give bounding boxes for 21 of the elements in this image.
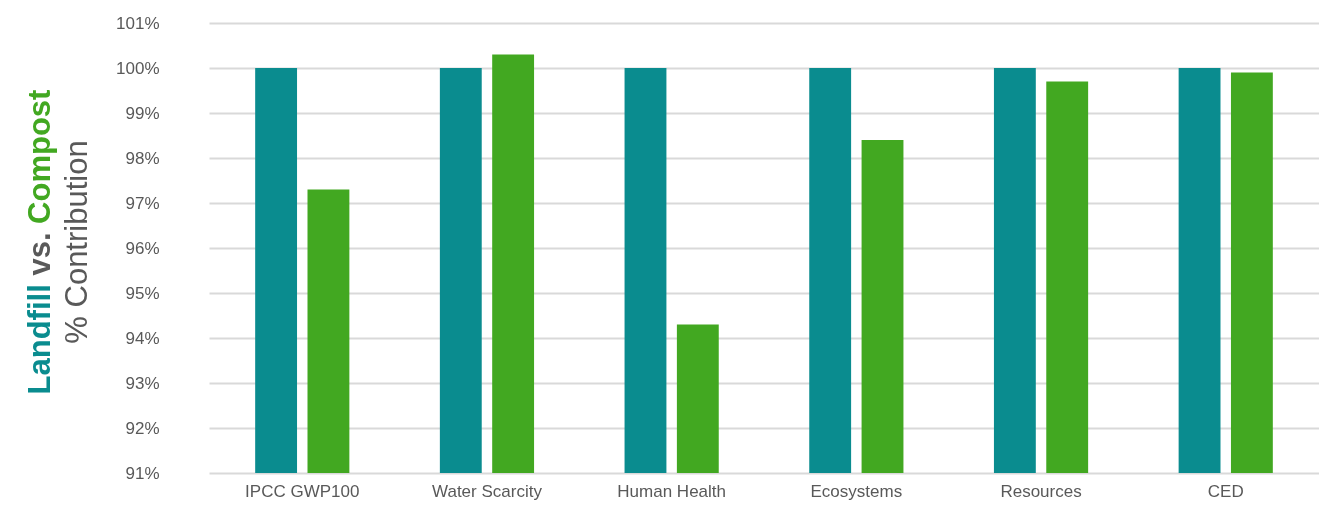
y-tick-label: 100% [116, 58, 160, 78]
text: Landfill [21, 284, 57, 395]
y-tick-label: 95% [125, 283, 160, 303]
x-tick-label: CED [1207, 481, 1244, 501]
y-tick-label: 101% [116, 13, 160, 33]
y-tick-label: 91% [125, 463, 160, 483]
x-tick-label: Human Health [617, 481, 726, 501]
y-tick-label: 99% [125, 103, 160, 123]
text: Compost [21, 89, 57, 224]
x-tick-label: Resources [1000, 481, 1082, 501]
y-tick-label: 96% [125, 238, 160, 258]
y-axis-title: % Contribution [58, 139, 95, 346]
x-tick-label: Ecosystems [810, 481, 903, 501]
x-tick-label: Water Scarcity [432, 481, 543, 501]
x-tick-label: IPCC GWP100 [245, 481, 360, 501]
y-tick-label: 92% [125, 418, 160, 438]
y-tick-label: 93% [125, 373, 160, 393]
legend-title: vs. [21, 231, 57, 278]
y-tick-label: 97% [125, 193, 160, 213]
y-tick-label: 98% [125, 148, 160, 168]
y-tick-label: 94% [125, 328, 160, 348]
